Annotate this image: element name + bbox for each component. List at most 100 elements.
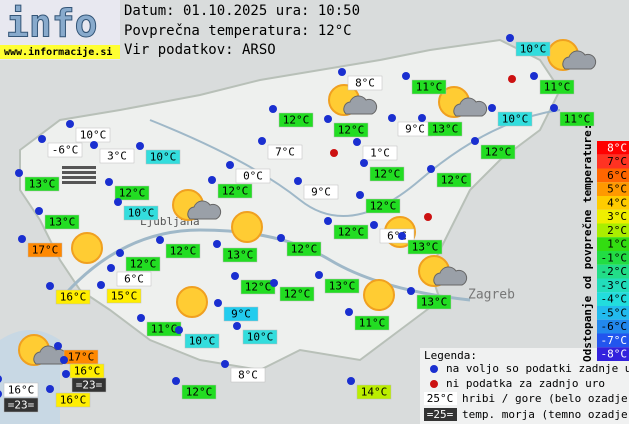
legend-dot <box>430 365 438 373</box>
station-dot <box>97 281 105 289</box>
fog-icon <box>62 176 96 179</box>
temperature-box <box>333 224 369 240</box>
missing-dot <box>424 213 432 221</box>
temperature-box <box>333 122 369 138</box>
cloud-icon <box>562 50 597 70</box>
station-dot <box>402 72 410 80</box>
city-label: Zagreb <box>468 288 515 303</box>
temperature-label: 10°C <box>247 331 274 344</box>
cloud-icon <box>187 200 222 220</box>
scale-label: 3°C <box>607 210 627 223</box>
station-dot <box>0 375 2 383</box>
station-dot <box>269 105 277 113</box>
temperature-label: 16°C <box>8 384 35 397</box>
sun-icon <box>176 286 208 318</box>
temperature-label: 12°C <box>130 258 157 271</box>
temperature-box <box>55 392 91 408</box>
station-dot <box>175 326 183 334</box>
temperature-box <box>436 172 472 188</box>
legend-sample-text: =25= <box>427 408 454 421</box>
temperature-box <box>27 242 63 258</box>
sun-icon <box>363 279 395 311</box>
station-dot <box>258 137 266 145</box>
scale-label: -4°C <box>601 293 628 306</box>
temperature-label: =23= <box>76 379 103 392</box>
temperature-box <box>165 243 201 259</box>
temperature-label: 16°C <box>60 291 87 304</box>
temperature-box <box>379 228 415 244</box>
temperature-label: 12°C <box>441 174 468 187</box>
scale-step <box>597 223 629 238</box>
station-dot <box>506 34 514 42</box>
station-dot <box>338 68 346 76</box>
station-dot <box>62 370 70 378</box>
scale-step <box>597 306 629 320</box>
sun-icon <box>231 211 263 243</box>
scale-label: 4°C <box>607 196 627 209</box>
station-dot <box>116 249 124 257</box>
temperature-box <box>559 111 595 127</box>
station-dot <box>107 264 115 272</box>
temperature-label: 8°C <box>355 77 375 90</box>
temperature-label: 11°C <box>416 81 443 94</box>
temperature-label: 11°C <box>151 323 178 336</box>
temperature-box <box>240 279 276 295</box>
temperature-label: 12°C <box>338 226 365 239</box>
station-dot <box>488 104 496 112</box>
station-dot <box>324 217 332 225</box>
temperature-box <box>480 144 516 160</box>
temperature-box <box>407 239 443 255</box>
temperature-label: 10°C <box>520 43 547 56</box>
temperature-box <box>230 367 266 383</box>
legend-text: ni podatka za zadnjo uro <box>446 377 605 390</box>
temperature-box <box>242 329 278 345</box>
station-dot <box>388 114 396 122</box>
temperature-label: 12°C <box>338 124 365 137</box>
scale-label: 1°C <box>607 238 627 251</box>
temperature-label: 16°C <box>60 394 87 407</box>
scale-step <box>597 237 629 251</box>
station-dot <box>90 141 98 149</box>
station-dot <box>324 115 332 123</box>
cloud-icon <box>343 95 378 115</box>
legend-sample <box>424 392 457 405</box>
temperature-label: 12°C <box>283 114 310 127</box>
temperature-box <box>303 184 339 200</box>
temperature-box <box>539 79 575 95</box>
scale-label: -7°C <box>601 334 628 347</box>
temperature-label: 11°C <box>359 317 386 330</box>
legend-title: Legenda: <box>424 349 477 362</box>
temperature-label: 16°C <box>74 365 101 378</box>
temperature-label: 9°C <box>405 123 425 136</box>
temperature-label: 12°C <box>245 281 272 294</box>
temperature-box <box>356 384 392 400</box>
legend-sample-text: 25°C <box>427 392 454 405</box>
date: Datum: 01.10.2025 ura: 10:50 <box>124 3 360 19</box>
scale-step <box>597 347 629 361</box>
temperature-box <box>24 176 60 192</box>
temperature-label: 12°C <box>291 243 318 256</box>
temperature-box <box>267 144 303 160</box>
temperature-box <box>3 382 39 398</box>
station-dot <box>233 322 241 330</box>
scale-step <box>597 209 629 224</box>
temperature-label: 10°C <box>502 113 529 126</box>
temperature-box <box>71 377 107 393</box>
scale-label: -3°C <box>601 279 628 292</box>
temperature-box <box>114 185 150 201</box>
station-dot <box>407 287 415 295</box>
temperature-label: 7°C <box>275 146 295 159</box>
temperature-label: 17°C <box>68 351 95 364</box>
temperature-label: 9°C <box>231 308 251 321</box>
mean-temperature: Povprečna temperatura: 12°C <box>124 23 352 39</box>
station-dot <box>0 390 2 398</box>
legend: Legenda: na voljo so podatki zadnje ure … <box>420 348 629 424</box>
temperature-box <box>222 247 258 263</box>
station-dot <box>356 191 364 199</box>
temperature-box <box>347 75 383 91</box>
station-dot <box>353 138 361 146</box>
temperature-box <box>55 289 91 305</box>
temperature-box <box>427 121 463 137</box>
temperature-box <box>515 41 551 57</box>
temperature-box <box>47 142 83 158</box>
